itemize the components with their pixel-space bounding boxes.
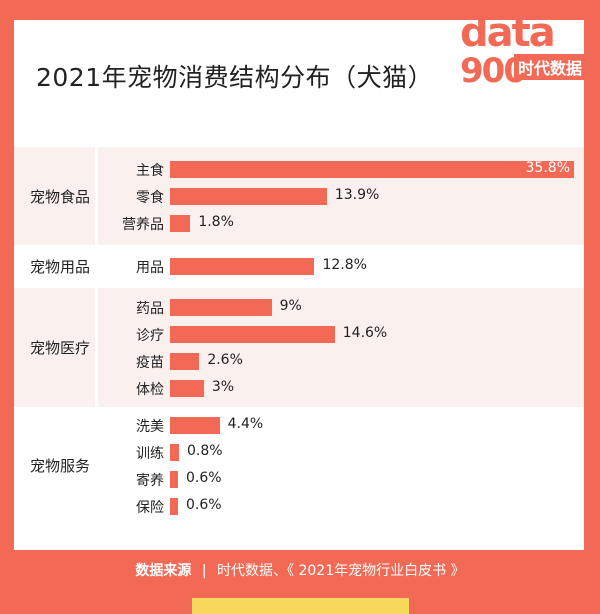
group-divider bbox=[95, 248, 98, 284]
value-label: 9% bbox=[279, 297, 302, 314]
bar bbox=[170, 470, 178, 488]
group-label: 宠物食品 bbox=[29, 187, 90, 206]
category-label: 体检 bbox=[136, 381, 164, 398]
group-divider bbox=[95, 410, 98, 520]
group-label: 宠物服务 bbox=[29, 456, 90, 475]
footer-highlight-bar bbox=[192, 598, 409, 614]
category-label: 保险 bbox=[136, 499, 164, 516]
group-band: 宠物用品 bbox=[14, 248, 584, 284]
bar bbox=[170, 379, 204, 397]
logo-text-top: data bbox=[460, 10, 554, 56]
group-band: 宠物医疗 bbox=[14, 287, 584, 407]
bar bbox=[170, 298, 272, 316]
value-label: 12.8% bbox=[322, 257, 367, 273]
value-label: 4.4% bbox=[227, 415, 264, 432]
bar bbox=[170, 188, 327, 205]
group-divider bbox=[95, 147, 98, 245]
value-label: 0.6% bbox=[186, 496, 222, 513]
footer-source-text: 时代数据、《 2021年宠物行业白皮书 》 bbox=[217, 563, 465, 579]
group-band: 宠物服务 bbox=[14, 410, 584, 520]
group-divider bbox=[95, 287, 98, 407]
bar bbox=[170, 352, 200, 370]
group-separator bbox=[14, 246, 584, 249]
category-label: 训练 bbox=[136, 445, 164, 462]
category-label: 主食 bbox=[136, 163, 164, 179]
bar bbox=[170, 497, 178, 515]
value-label: 14.6% bbox=[342, 324, 388, 341]
value-label: 1.8% bbox=[198, 214, 234, 230]
group-label: 宠物医疗 bbox=[29, 338, 90, 357]
group-label: 宠物用品 bbox=[29, 257, 90, 276]
category-label: 营养品 bbox=[122, 217, 164, 233]
category-label: 洗美 bbox=[136, 418, 164, 435]
bar bbox=[170, 443, 180, 461]
category-label: 药品 bbox=[136, 300, 164, 317]
footer-source-label: 数据来源 bbox=[135, 563, 192, 579]
bar bbox=[170, 416, 220, 434]
logo-text-bottom: 时代数据 bbox=[518, 59, 582, 78]
data-logo: data 900 时代数据 bbox=[460, 10, 594, 86]
value-label: 35.8% bbox=[525, 160, 570, 176]
value-label: 3% bbox=[211, 378, 235, 395]
group-separator bbox=[14, 408, 584, 411]
category-label: 寄养 bbox=[136, 472, 164, 489]
logo-tag-bg bbox=[514, 54, 594, 80]
category-label: 用品 bbox=[136, 260, 164, 276]
footer-separator: | bbox=[201, 563, 207, 579]
bar bbox=[170, 325, 335, 343]
value-label: 13.9% bbox=[334, 187, 380, 203]
category-label: 诊疗 bbox=[136, 327, 164, 344]
bar bbox=[170, 161, 574, 178]
category-label: 零食 bbox=[136, 190, 164, 206]
bar bbox=[170, 258, 315, 275]
chart-title: 2021年宠物消费结构分布（犬猫） bbox=[36, 63, 434, 92]
value-label: 0.6% bbox=[186, 469, 222, 486]
bar bbox=[170, 215, 191, 232]
value-label: 0.8% bbox=[187, 442, 223, 459]
value-label: 2.6% bbox=[207, 351, 243, 368]
footer: 数据来源 | 时代数据、《 2021年宠物行业白皮书 》 bbox=[0, 560, 600, 580]
category-label: 疫苗 bbox=[136, 354, 164, 371]
group-separator bbox=[14, 285, 584, 288]
